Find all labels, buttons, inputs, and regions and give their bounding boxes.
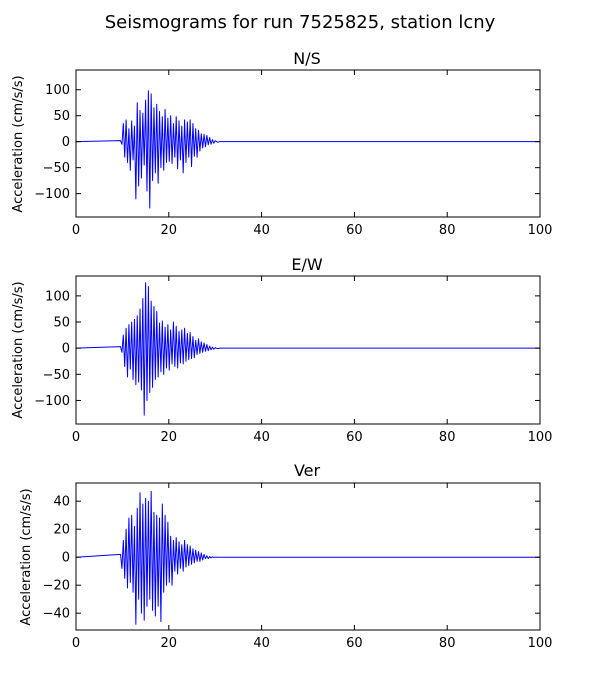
panel-ns-xtick-label-1: 20 — [161, 223, 178, 238]
panel-ew-ytick-label-3: 50 — [53, 316, 70, 331]
panel-ns-ytick-label-4: 100 — [45, 83, 70, 98]
panel-ver-trace-0 — [76, 491, 540, 624]
panel-ver-xtick-label-2: 40 — [253, 636, 270, 651]
panel-ns-title: N/S — [293, 49, 321, 68]
panel-ver-ytick-label-4: 40 — [53, 495, 70, 510]
panel-ew-ytick-label-2: 0 — [62, 342, 70, 357]
panel-ew-ytick-label-0: −100 — [34, 394, 70, 409]
panel-ew-xtick-label-0: 0 — [72, 430, 80, 445]
panel-ver-xtick-label-0: 0 — [72, 636, 80, 651]
panel-ver-ylabel: Acceleration (cm/s/s) — [19, 488, 34, 625]
panel-ns-trace-0 — [76, 91, 540, 208]
panel-ew-ytick-label-4: 100 — [45, 289, 70, 304]
panel-ns-xtick-label-2: 40 — [253, 223, 270, 238]
panel-ver-title: Ver — [294, 461, 321, 480]
panel-ew-xtick-label-3: 60 — [346, 430, 363, 445]
panel-ns-ytick-label-0: −100 — [34, 187, 70, 202]
panel-ns-ylabel: Acceleration (cm/s/s) — [11, 75, 26, 212]
panel-ns-xtick-label-4: 80 — [439, 223, 456, 238]
figure-title: Seismograms for run 7525825, station lcn… — [105, 12, 496, 33]
panel-ns-xtick-label-5: 100 — [528, 223, 553, 238]
panel-ns-ytick-label-3: 50 — [53, 109, 70, 124]
panel-ns: N/S Acceleration (cm/s/s) 0 20 40 60 80 100 −1… — [11, 49, 552, 238]
panel-ns-ytick-label-1: −50 — [43, 161, 70, 176]
panel-ver-ytick-label-3: 20 — [53, 523, 70, 538]
panel-ew-trace-0 — [76, 283, 540, 415]
panel-ns-axes-frame — [76, 70, 540, 217]
panel-ew-xtick-label-4: 80 — [439, 430, 456, 445]
panel-ew-xtick-label-1: 20 — [161, 430, 178, 445]
panel-ns-xtick-label-3: 60 — [346, 223, 363, 238]
panel-ver-ytick-label-2: 0 — [62, 551, 70, 566]
panel-ns-ytick-label-2: 0 — [62, 135, 70, 150]
panel-ver-xtick-label-5: 100 — [528, 636, 553, 651]
panel-ew-xtick-label-5: 100 — [528, 430, 553, 445]
panel-ver: Ver Acceleration (cm/s/s) 0 20 40 60 80 100 −4… — [19, 461, 552, 651]
panel-ew-ytick-label-1: −50 — [43, 368, 70, 383]
panel-ver-xtick-label-4: 80 — [439, 636, 456, 651]
panel-ew-ylabel: Acceleration (cm/s/s) — [11, 281, 26, 418]
panel-ver-ytick-label-0: −40 — [43, 607, 70, 622]
panel-ew-title: E/W — [291, 255, 323, 274]
panel-ew: E/W Acceleration (cm/s/s) 0 20 40 60 80 100 −1… — [11, 255, 552, 445]
panel-ns-xtick-label-0: 0 — [72, 223, 80, 238]
panel-ver-xtick-label-3: 60 — [346, 636, 363, 651]
panel-ew-xtick-label-2: 40 — [253, 430, 270, 445]
panel-ver-xtick-label-1: 20 — [161, 636, 178, 651]
panel-ver-ytick-label-1: −20 — [43, 579, 70, 594]
